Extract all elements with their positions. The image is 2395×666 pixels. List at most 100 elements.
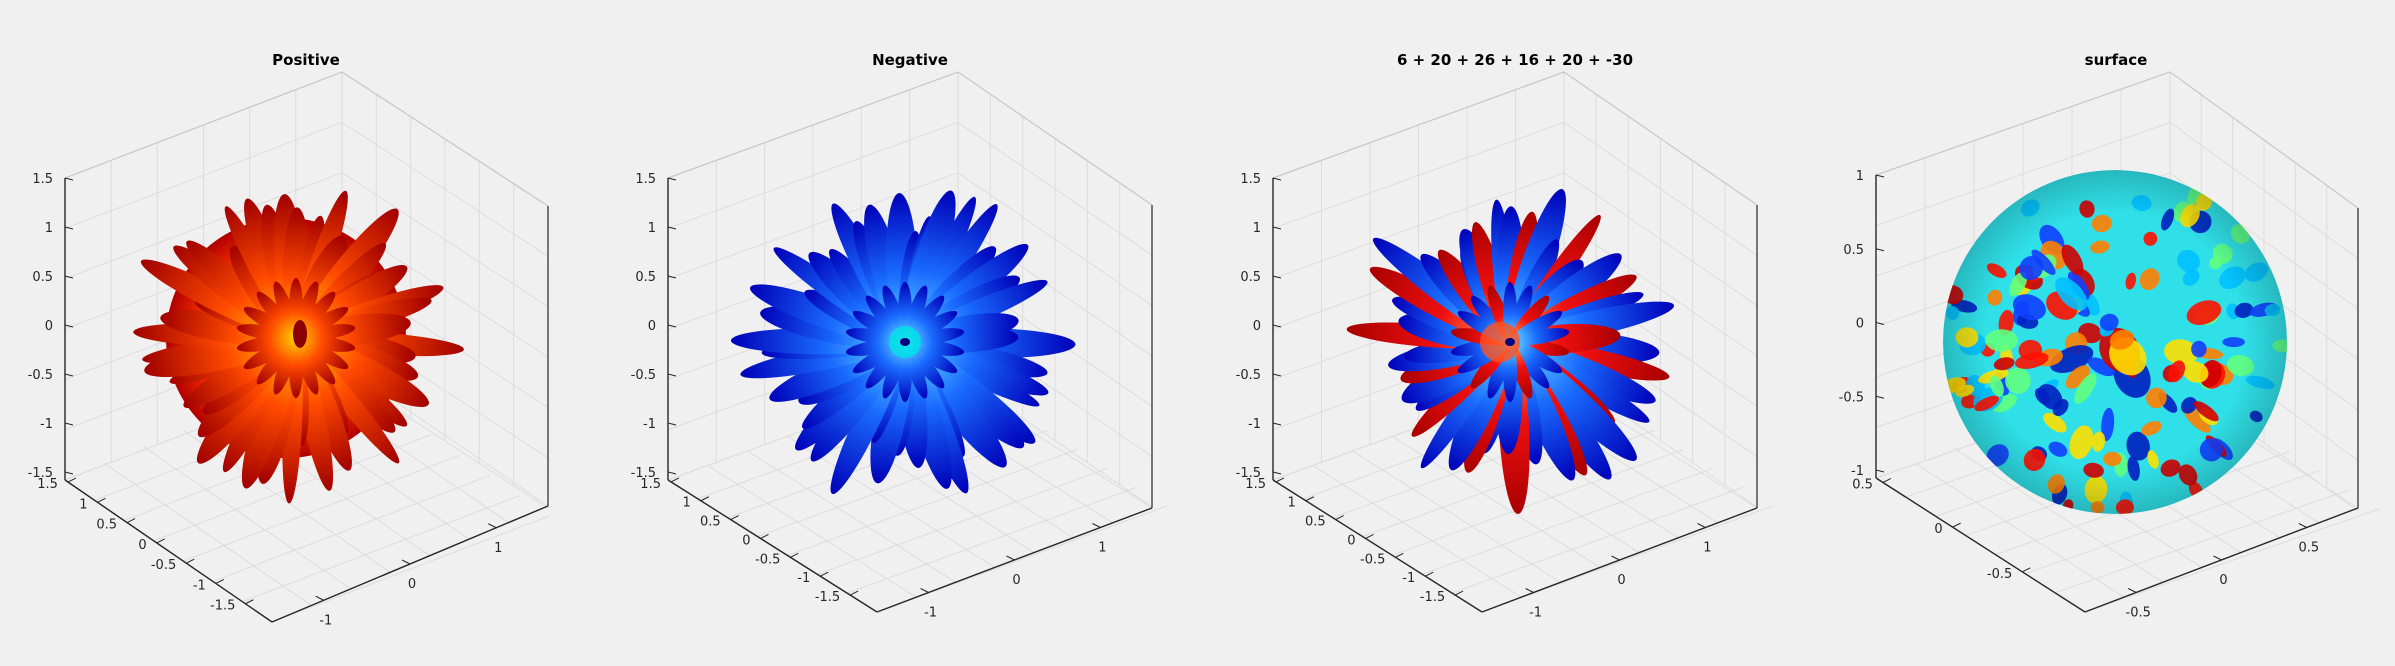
z-tick [1272,324,1282,328]
x-axis-line [64,479,273,623]
floor-gridline [746,449,956,583]
x-tick-label: 0 [1934,522,1942,537]
x-axis-line [1875,477,2086,613]
x-tick-label: 1 [683,496,691,511]
z-tick-label: 0 [1856,317,1864,332]
floor-gridline [183,429,391,573]
y-tick-label: -1 [924,606,937,621]
floor-gridline [183,454,461,562]
inner-petal [295,324,356,342]
y-tick-label: 0 [1012,573,1020,588]
y-tick [401,559,411,565]
surface-pole [293,320,307,348]
z-tick [64,373,74,377]
z-tick [667,471,677,475]
z-tick-label: 0.5 [1240,270,1261,285]
y-tick [1092,523,1101,528]
axes-1: 1.510.50-0.5-1-1.51.510.50-0.5-1-1.5-101… [28,51,550,628]
x-tick-label: -1 [797,571,810,586]
z-tick-label: -0.5 [1236,368,1261,383]
z-tick [64,471,74,475]
z-tick [667,324,677,328]
x-tick [215,579,225,584]
y-tick [1611,555,1620,561]
floor-gridline [143,446,352,590]
x-tick [760,534,769,539]
surface-core [1480,322,1520,362]
z-tick [667,177,677,181]
y-tick [2298,523,2308,528]
y-tick [2127,588,2137,593]
inner-petal [236,324,297,342]
x-tick-label: 0.5 [1852,477,1873,492]
z-tick [1272,226,1282,230]
z-tick-label: -0.5 [631,368,656,383]
x-tick [1882,478,1892,483]
x-axis-line [1272,479,1483,613]
floor-gridline [2025,470,2320,575]
z-tick-label: -1 [1851,464,1864,479]
x-tick [2022,567,2031,573]
x-tick-label: -0.5 [151,558,176,573]
axes-3: 1.510.50-0.5-1-1.51.510.50-0.5-1-1.5-101… [1236,51,1774,621]
y-tick [488,523,497,529]
z-tick [64,275,74,279]
x-tick [1425,571,1434,577]
x-tick [1305,496,1315,502]
z-tick [1875,395,1885,399]
y-tick [2213,555,2222,561]
z-tick [667,373,677,377]
z-tick-label: 1 [1253,221,1261,236]
x-tick-label: 0 [1347,533,1355,548]
x-tick [730,515,739,521]
x-tick-label: -1.5 [210,599,235,614]
z-tick [64,422,74,426]
y-tick [315,595,324,601]
z-tick [1272,177,1282,181]
z-tick-label: 0 [45,319,53,334]
z-tick [1272,422,1282,426]
x-axis-line [667,479,878,613]
z-tick-label: -1 [40,417,53,432]
z-tick-label: 1.5 [635,172,656,187]
z-tick-label: -1.5 [1236,466,1261,481]
z-tick-label: -0.5 [1839,390,1864,405]
y-tick-label: 0.5 [2298,541,2319,556]
x-tick [1395,552,1404,558]
floor-gridline [707,464,917,598]
y-tick-label: 1 [1098,541,1106,556]
box-top-edge [1272,71,1758,206]
z-tick-label: 0 [648,319,656,334]
z-tick-label: 0.5 [1843,243,1864,258]
z-tick-label: 0.5 [32,270,53,285]
z-tick [1875,248,1885,252]
floor-gridline [1392,448,1684,556]
z-tick [667,422,677,426]
floor-gridline [1451,486,1744,594]
x-tick [790,552,799,558]
surface-pole [900,338,910,346]
z-tick-label: 1.5 [32,172,53,187]
x-tick-label: -0.5 [1360,552,1385,567]
y-tick-label: 0 [408,577,416,592]
z-tick [667,275,677,279]
y-tick-label: -0.5 [2126,606,2151,621]
y-tick-label: -1 [319,613,332,628]
x-tick-label: 1.5 [1245,477,1266,492]
z-tick [1875,322,1885,325]
box-top-edge [1875,71,2359,209]
chart-title: Negative [872,51,948,69]
x-tick-label: 1 [1288,496,1296,511]
x-tick-label: -1 [1402,571,1415,586]
z-tick [1272,275,1282,279]
x-tick-label: 1 [79,497,87,512]
z-tick-label: 1 [648,221,656,236]
z-tick [64,177,74,181]
sphere-shading [1943,170,2287,514]
z-tick-label: 0 [1253,319,1261,334]
x-tick-label: -1.5 [1420,590,1445,605]
x-tick [1952,522,1961,528]
y-tick [1525,588,1534,593]
